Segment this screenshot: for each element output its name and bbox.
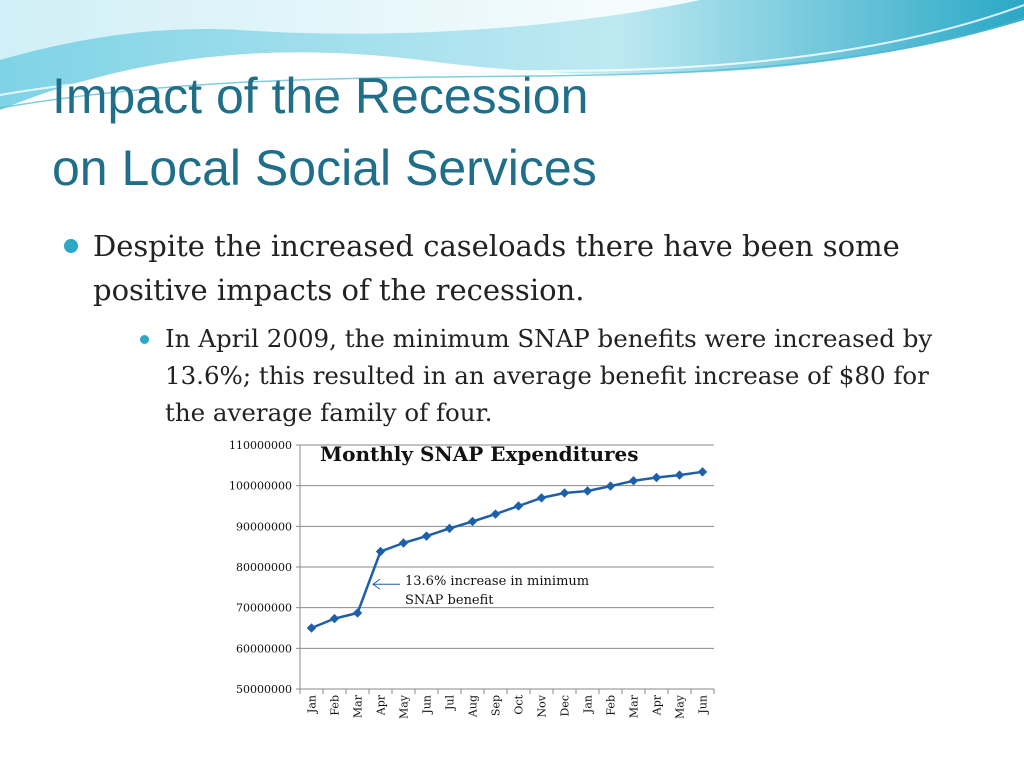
x-tick-label: Mar [628,694,641,718]
y-tick-label: 110000000 [229,439,292,452]
data-point-marker [513,501,524,511]
series-line [311,470,703,630]
y-tick-label: 60000000 [236,642,292,655]
y-tick-label: 50000000 [236,683,292,696]
bullet-dot-icon [140,335,149,344]
x-tick-label: Mar [352,694,365,718]
bullet-level1: Despite the increased caseloads there ha… [64,224,964,312]
x-tick-label: May [398,694,411,719]
data-point-marker [582,486,593,496]
y-tick-label: 90000000 [236,520,292,533]
data-point-marker [674,470,685,480]
y-tick-label: 100000000 [229,480,292,493]
data-point-marker [490,509,501,519]
x-tick-label: Feb [329,695,342,716]
decorative-wave-banner [0,0,1024,110]
x-tick-label: Apr [651,694,664,716]
data-point-marker [352,608,363,618]
x-tick-label: Sep [490,695,503,716]
data-point-marker [306,623,317,633]
data-point-marker [421,531,432,541]
data-point-marker [444,523,455,534]
x-tick-label: Dec [559,695,572,717]
annotation-layer: 13.6% increase in minimum SNAP benefit [372,574,589,608]
annotation-arrowhead [372,578,381,590]
slide-title-line1: Impact of the Recession [52,68,589,124]
data-point-marker [467,516,478,527]
x-tick-labels: Jan Feb Mar Apr May Jun Jul Aug Sep Oct Nov Dec Jan F… [306,694,710,719]
x-tick-label: Jan [306,695,319,714]
data-point-marker [605,481,616,491]
x-tick-label: Jun [697,695,710,715]
x-tick-label: Jun [421,695,434,715]
data-point-marker [536,493,547,503]
data-point-marker [559,488,570,498]
data-point-marker [628,475,639,486]
annotation-text-line2: SNAP benefit [405,593,494,608]
x-tick-label: Jul [444,695,457,711]
data-point-marker [651,472,662,483]
y-tick-label: 70000000 [236,602,292,615]
annotation-text-line1: 13.6% increase in minimum [405,574,589,589]
x-tick-label: Oct [513,694,526,714]
data-point-marker [375,546,386,557]
series-layer [306,466,708,633]
x-tick-label: May [674,694,687,719]
bullet-level1-text: Despite the increased caseloads there ha… [93,229,900,307]
bullet-level2-text: In April 2009, the minimum SNAP benefits… [165,324,933,427]
x-tick-label: Nov [536,694,549,717]
data-point-marker [329,613,340,624]
y-tick-label: 80000000 [236,561,292,574]
axes [296,444,715,694]
x-tick-label: Aug [467,695,480,718]
x-tick-label: Apr [375,694,388,716]
y-tick-labels: 50000000 60000000 70000000 80000000 90000000… [229,439,292,696]
snap-expenditures-chart: 50000000 60000000 70000000 80000000 90000000… [229,439,715,719]
slide-title-line2: on Local Social Services [52,140,597,196]
chart-title: Monthly SNAP Expenditures [320,442,639,466]
bullet-level2: In April 2009, the minimum SNAP benefits… [140,320,970,431]
bullet-dot-icon [64,239,78,253]
x-tick-label: Feb [605,695,618,716]
slide-title: Impact of the Recession on Local Social … [52,60,597,204]
data-point-marker [697,466,708,477]
gridlines [300,444,714,649]
data-point-marker [398,538,409,548]
x-tick-label: Jan [582,695,595,714]
